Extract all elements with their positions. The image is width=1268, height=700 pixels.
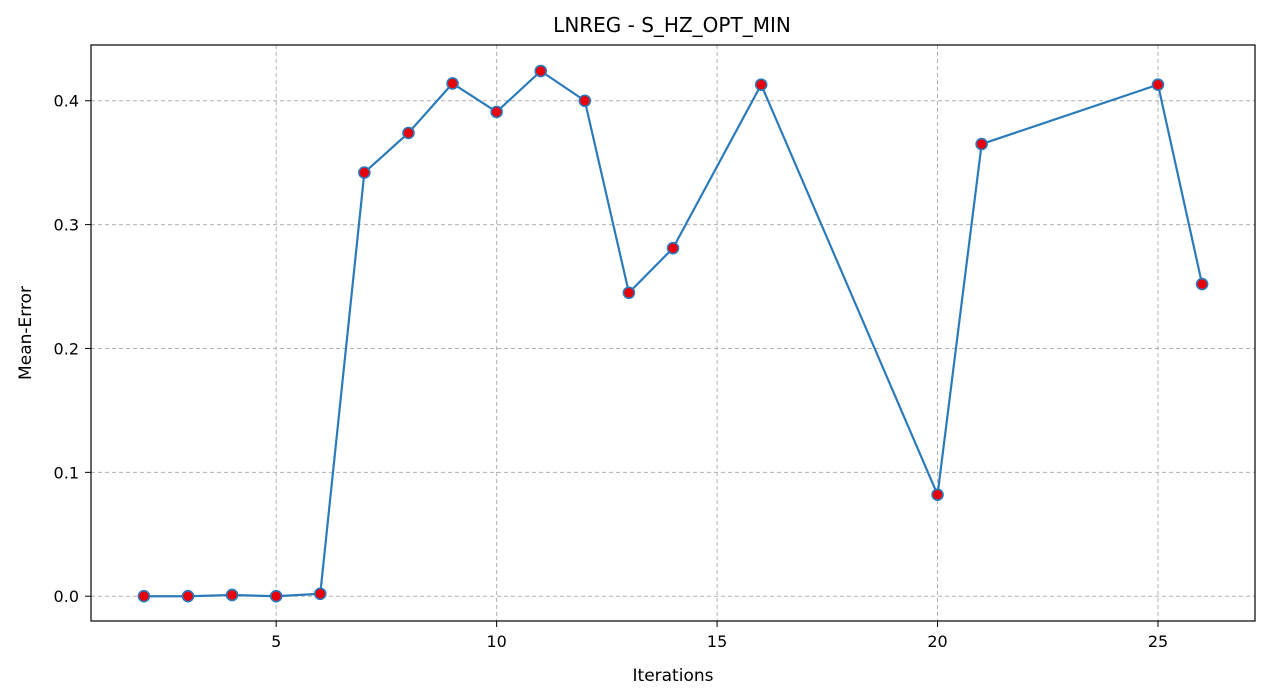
series-line xyxy=(143,69,1204,598)
y-tick-label: 0.3 xyxy=(54,216,79,235)
y-axis-label: Mean-Error xyxy=(16,286,36,380)
plot-frame xyxy=(90,44,1256,622)
data-point xyxy=(754,78,768,91)
data-point xyxy=(1151,78,1165,91)
data-point xyxy=(358,166,371,179)
data-point xyxy=(137,589,151,603)
x-tick-label: 15 xyxy=(707,632,727,651)
data-point xyxy=(313,587,327,601)
x-tick-label: 25 xyxy=(1148,632,1168,651)
y-tick-label: 0.1 xyxy=(54,463,79,482)
data-point xyxy=(666,241,680,255)
data-point xyxy=(534,64,548,78)
data-point xyxy=(931,488,944,501)
data-point xyxy=(225,588,239,602)
data-point xyxy=(181,589,195,603)
x-tick-label: 5 xyxy=(271,632,281,651)
data-point xyxy=(490,105,503,119)
data-point xyxy=(578,94,592,108)
series-group xyxy=(137,64,1209,603)
data-point xyxy=(402,126,415,140)
x-axis-label: Iterations xyxy=(633,666,714,686)
y-tick-label: 0.4 xyxy=(54,92,79,111)
y-tick-label: 0.0 xyxy=(54,587,79,606)
chart-title: LNREG - S_HZ_OPT_MIN xyxy=(553,13,791,37)
y-tick-label: 0.2 xyxy=(54,339,79,358)
data-point xyxy=(1195,277,1209,291)
data-point xyxy=(622,286,636,300)
axis-ticks: 5 10 15 20 25 0.0 0.1 0.2 0.3 0.4 xyxy=(54,92,1169,651)
x-tick-label: 10 xyxy=(486,632,506,651)
x-tick-label: 20 xyxy=(927,632,947,651)
grid-lines xyxy=(91,45,1255,621)
data-point xyxy=(975,137,988,151)
data-point xyxy=(269,589,283,603)
data-point xyxy=(446,77,459,90)
